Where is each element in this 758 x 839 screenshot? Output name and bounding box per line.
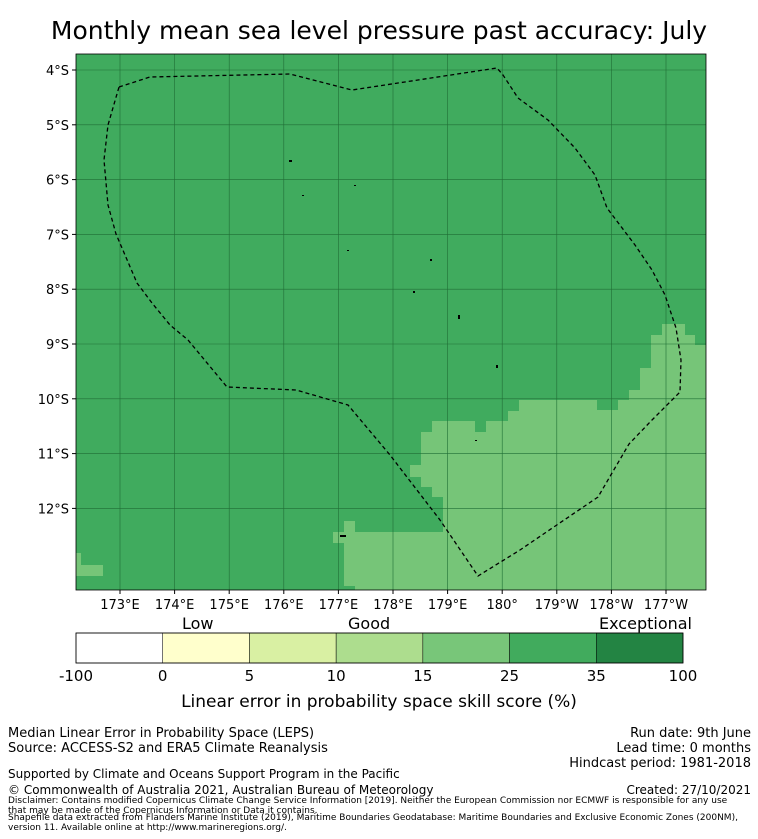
- colorbar-bin: [162, 632, 250, 664]
- skill-field-fair-region: [333, 324, 706, 590]
- lat-label: 9°S: [46, 338, 69, 353]
- lon-label: 179°W: [535, 598, 579, 613]
- lead-time: Lead time: 0 months: [616, 741, 751, 756]
- lat-label: 11°S: [38, 448, 69, 463]
- skill-field-fair-patch: [76, 553, 103, 576]
- shapefile-line1: Shapefile data extracted from Flanders M…: [8, 813, 738, 823]
- colorbar-bin: [249, 632, 337, 664]
- lon-label: 178°W: [589, 598, 633, 613]
- colorbar-title: Linear error in probability space skill …: [181, 692, 577, 712]
- colorbar-bin: [75, 632, 163, 664]
- map-frame: [75, 53, 707, 591]
- colorbar-label-good: Good: [348, 614, 391, 633]
- colorbar: [75, 632, 684, 664]
- support-statement: Supported by Climate and Oceans Support …: [8, 767, 400, 781]
- islands: [289, 160, 498, 537]
- colorbar-label-low: Low: [182, 614, 214, 633]
- eez-boundary: [103, 67, 682, 577]
- map-panel: 4°S 5°S 6°S 7°S 8°S 9°S 10°S 11°S 12°S 173°E 174°…: [38, 53, 707, 613]
- colorbar-label-exceptional: Exceptional: [599, 614, 692, 633]
- longitude-axis: 173°E 174°E 175°E 176°E 177°E 178°E 179°E 180° 1…: [100, 590, 688, 613]
- colorbar-tick-label: 100: [668, 667, 698, 685]
- colorbar-tick-label: 25: [500, 667, 520, 685]
- lon-label: 177°E: [319, 598, 359, 613]
- lat-label: 12°S: [38, 502, 69, 517]
- created-date: Created: 27/10/2021: [626, 783, 751, 797]
- colorbar-bin: [335, 632, 424, 664]
- hindcast-period: Hindcast period: 1981-2018: [569, 756, 751, 771]
- shapefile-line2: version 11. Available online at http://w…: [8, 823, 287, 833]
- leps-description: Median Linear Error in Probability Space…: [8, 726, 315, 741]
- lat-label: 7°S: [46, 228, 69, 243]
- chart-title: Monthly mean sea level pressure past acc…: [50, 16, 708, 45]
- latitude-axis: 4°S 5°S 6°S 7°S 8°S 9°S 10°S 11°S 12°S: [38, 64, 76, 517]
- lon-label: 178°E: [373, 598, 413, 613]
- disclaimer-line2: that may be made of the Copernicus Infor…: [8, 806, 318, 816]
- copyright: © Commonwealth of Australia 2021, Austra…: [8, 783, 434, 797]
- colorbar-bin: [596, 632, 684, 664]
- disclaimer-line1: Disclaimer: Contains modified Copernicus…: [8, 796, 728, 806]
- colorbar-tick-label: 0: [157, 667, 168, 685]
- lat-label: 8°S: [46, 283, 69, 298]
- colorbar-tick-label: 15: [413, 667, 433, 685]
- lon-label: 173°E: [100, 598, 140, 613]
- colorbar-tick-label: -100: [58, 667, 94, 685]
- lat-label: 10°S: [38, 393, 69, 408]
- lat-label: 4°S: [46, 64, 69, 79]
- lon-label: 179°E: [428, 598, 468, 613]
- lat-label: 6°S: [46, 174, 69, 189]
- colorbar-bin: [422, 632, 510, 664]
- colorbar-tick-label: 10: [326, 667, 346, 685]
- map-gridlines: [76, 54, 706, 590]
- lon-label: 175°E: [209, 598, 249, 613]
- colorbar-bin: [509, 632, 597, 664]
- lat-label: 5°S: [46, 119, 69, 134]
- colorbar-tick-label: 35: [586, 667, 606, 685]
- colorbar-frame: [75, 632, 684, 664]
- run-date: Run date: 9th June: [630, 726, 751, 741]
- data-source: Source: ACCESS-S2 and ERA5 Climate Reana…: [8, 741, 328, 756]
- lon-label: 177°W: [644, 598, 688, 613]
- lon-label: 174°E: [155, 598, 195, 613]
- lon-label: 180°: [487, 598, 518, 613]
- lon-label: 176°E: [264, 598, 304, 613]
- colorbar-tick-label: 5: [244, 667, 255, 685]
